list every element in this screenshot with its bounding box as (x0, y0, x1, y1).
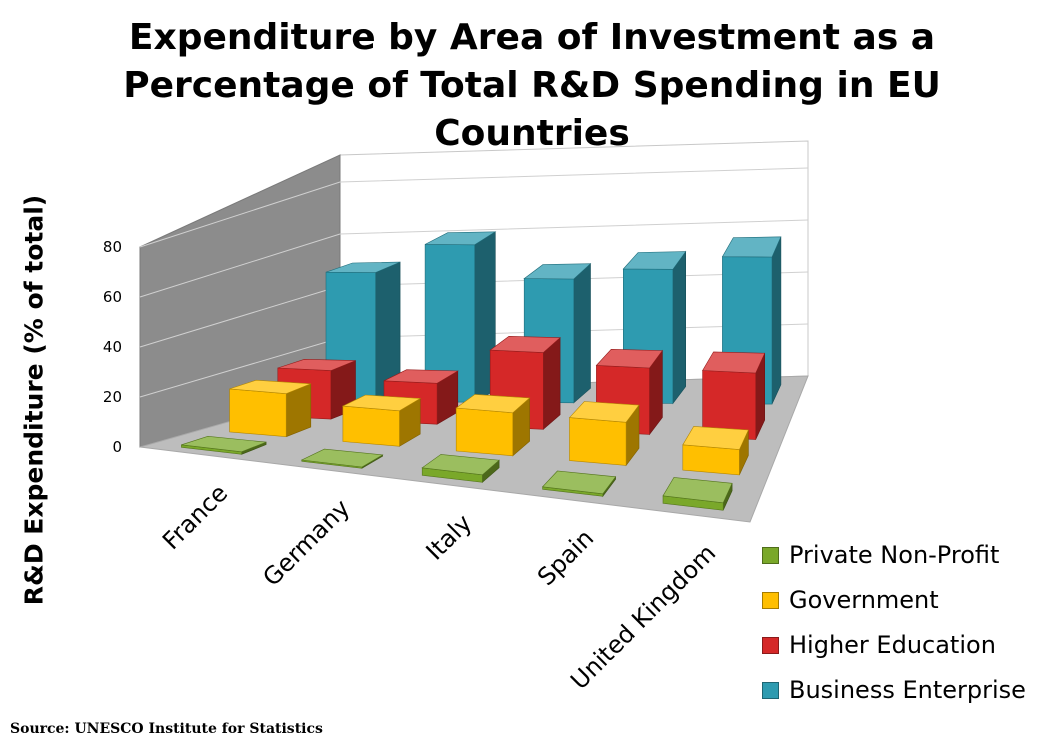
bar-side (573, 263, 591, 404)
bar-top (702, 351, 766, 374)
bar-top (341, 394, 422, 412)
bar-government-united-kingdom (682, 426, 749, 476)
bar-top (455, 394, 531, 414)
bar-front (342, 405, 400, 447)
bar-top (541, 470, 617, 495)
y-tick-label: 80 (103, 238, 122, 256)
bar-top (721, 236, 782, 258)
legend-label: Higher Education (789, 631, 996, 659)
source-note: Source: UNESCO Institute for Statistics (10, 721, 323, 737)
gridline (139, 219, 809, 298)
legend-swatch (762, 592, 779, 609)
bar-front (682, 444, 740, 476)
bar-private-non-profit-france (181, 435, 267, 455)
legend-label: Private Non-Profit (789, 541, 1000, 569)
bar-side (542, 337, 561, 430)
bar-private-non-profit-italy (421, 454, 500, 483)
x-tick-label: Spain (532, 524, 599, 591)
x-tick-label: Germany (257, 494, 355, 592)
chart-title-line-1: Expenditure by Area of Investment as a (128, 17, 936, 58)
bar-top (300, 448, 384, 468)
bar-top (622, 251, 687, 270)
bar-top (424, 231, 497, 246)
bar-private-non-profit-united-kingdom (662, 477, 733, 511)
bar-top (229, 379, 311, 395)
bar-front (569, 417, 627, 466)
bars (181, 231, 782, 511)
bar-higher-education-united-kingdom (702, 351, 766, 440)
x-tick-label: United Kingdom (565, 539, 721, 695)
bar-top (489, 335, 561, 353)
bar-top (383, 369, 459, 384)
bar-government-italy (455, 394, 531, 457)
bar-top (181, 435, 267, 453)
y-tick-label: 40 (103, 338, 122, 356)
bar-front (455, 407, 514, 457)
legend-swatch (762, 682, 779, 699)
bar-front (229, 388, 287, 438)
bar-top (523, 263, 592, 280)
bar-government-france (229, 379, 312, 438)
chart-title: Expenditure by Area of Investment as a P… (0, 14, 1064, 158)
y-axis-label: R&D Expenditure (% of total) (19, 194, 49, 606)
bar-top (277, 358, 356, 371)
y-tick-label: 60 (103, 288, 122, 306)
y-tick-label: 0 (112, 438, 122, 456)
y-ticks: 0 20 40 60 80 (103, 238, 122, 456)
bar-side (672, 250, 687, 405)
x-tick-label: Italy (421, 509, 478, 566)
chart-title-line-2: Percentage of Total R&D Spending in EU (123, 65, 941, 106)
legend-swatch (762, 637, 779, 654)
bar-business-enterprise-germany (424, 231, 497, 403)
bar-top (568, 401, 640, 423)
legend-label: Business Enterprise (789, 676, 1026, 704)
bar-top (595, 348, 663, 369)
bar-side (771, 236, 782, 405)
gridline (139, 167, 809, 248)
x-tick-label: France (157, 479, 233, 555)
bar-top (325, 261, 401, 273)
bar-top (682, 426, 749, 450)
y-tick-label: 20 (103, 388, 122, 406)
legend-label: Government (789, 586, 939, 614)
bar-government-spain (568, 401, 640, 467)
legend-swatch (762, 547, 779, 564)
bar-private-non-profit-germany (300, 448, 384, 469)
bar-private-non-profit-spain (541, 470, 617, 498)
bar-government-germany (341, 394, 422, 447)
bar-top (421, 454, 500, 476)
bar-top (662, 477, 733, 504)
